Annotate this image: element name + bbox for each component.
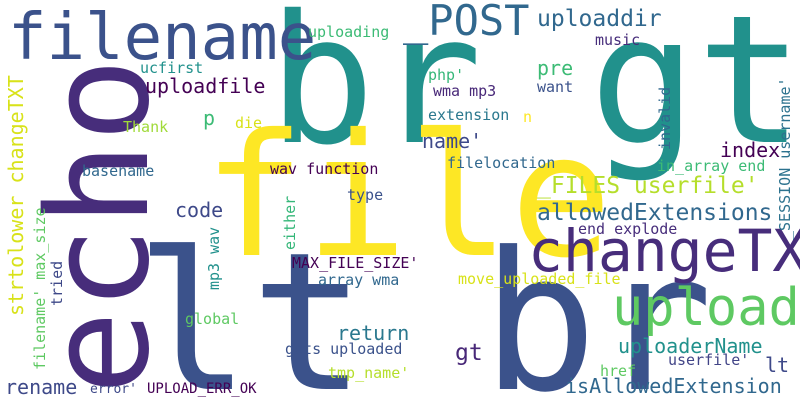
word-uploadfile: uploadfile xyxy=(145,74,266,98)
word-strtolower-changetxt: strtolower changeTXT xyxy=(4,75,28,316)
word-php: php' xyxy=(428,66,465,84)
word-die: die xyxy=(235,114,263,132)
word-lt: lt xyxy=(765,353,790,377)
word-basename: basename xyxy=(82,162,155,180)
word-code: code xyxy=(175,198,224,222)
word-session-username: _SESSION username' xyxy=(776,77,794,240)
word-return: return xyxy=(337,321,410,345)
word-type: type xyxy=(347,186,384,204)
word-music: music xyxy=(595,31,641,49)
word-file: file xyxy=(203,98,613,296)
word-userfile: userfile' xyxy=(668,351,750,369)
word-uploadername: uploaderName xyxy=(618,334,763,358)
word-upload-err-ok: UPLOAD_ERR_OK xyxy=(147,381,257,397)
word-in-array-end: in_array end xyxy=(657,157,766,175)
word-end-explode: end explode xyxy=(578,220,678,238)
word-tried: tried xyxy=(48,260,66,306)
word-echo: echo xyxy=(18,57,181,395)
word-name: name' xyxy=(422,129,483,153)
word-isallowedextension: isAllowedExtension xyxy=(565,374,782,398)
word-uploaddir: uploaddir xyxy=(537,6,662,32)
word-gt: gt xyxy=(455,340,483,366)
word-mp3-wav: mp3 wav xyxy=(205,226,223,290)
word-lt-br: lt br xyxy=(135,212,713,400)
word-files-userfile: _FILES userfile' xyxy=(537,173,759,199)
word-gets-uploaded: gets uploaded xyxy=(285,340,403,358)
word-br-gt: br gt xyxy=(268,0,800,184)
word-filename: filename xyxy=(8,1,317,75)
word-uploading: uploading xyxy=(308,23,390,41)
word-changetxt: changeTXT xyxy=(528,217,800,285)
word-array-wma: array wma xyxy=(318,271,400,289)
word-n: n xyxy=(523,108,533,126)
word-either: either xyxy=(281,195,299,250)
word-error: error' xyxy=(90,382,137,397)
word-post: _POST xyxy=(403,0,530,45)
word-wav-function: wav function xyxy=(270,160,379,178)
word-move-uploaded-file: move_uploaded_file xyxy=(458,270,621,288)
word-p: p xyxy=(203,106,216,130)
word-upload: upload xyxy=(612,278,800,338)
word-allowedextensions: allowedExtensions xyxy=(537,200,773,226)
word-invalid: invalid xyxy=(656,86,674,150)
word-pre: pre xyxy=(537,56,574,80)
word-thank: Thank xyxy=(123,118,169,136)
word-max-file-size: MAX_FILE_SIZE' xyxy=(292,254,419,272)
word-global: global xyxy=(185,310,240,328)
word-wma-mp3: wma mp3 xyxy=(433,82,497,100)
word-ucfirst: ucfirst xyxy=(140,59,204,77)
word-rename: rename xyxy=(5,375,78,399)
word-tmp-name: tmp_name' xyxy=(328,364,410,382)
word-href: href xyxy=(600,362,637,380)
word-filename-max-size: filename' max_size xyxy=(31,207,49,370)
word-filelocation: filelocation xyxy=(447,154,556,172)
word-want: want xyxy=(537,78,574,96)
word-extension: extension xyxy=(428,106,510,124)
word-index: index xyxy=(720,138,781,162)
